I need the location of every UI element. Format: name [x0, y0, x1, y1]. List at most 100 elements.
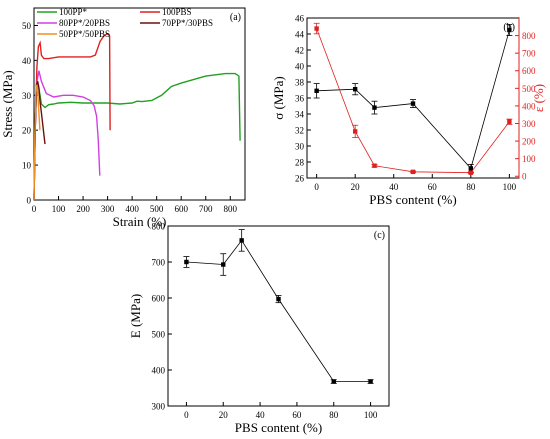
x-tick-label: 20	[351, 182, 361, 192]
plot-frame	[33, 7, 246, 201]
x-tick-label: 200	[76, 204, 90, 214]
y-axis-label: Stress (MPa)	[0, 70, 15, 138]
y2-tick-label: 800	[522, 31, 536, 41]
y-tick-label: 36	[295, 94, 305, 104]
legend-label: 100PP*	[59, 7, 88, 17]
data-point	[372, 163, 377, 168]
y-tick-label: 0	[27, 196, 32, 206]
series-line	[33, 72, 241, 201]
y-tick-label: 32	[295, 126, 304, 136]
data-point	[352, 87, 358, 92]
data-point	[314, 88, 319, 93]
y-tick-label: 20	[22, 126, 32, 136]
data-point	[507, 119, 512, 124]
data-point	[468, 170, 474, 175]
y-tick-label: 300	[152, 402, 166, 412]
y2-tick-label: 300	[522, 119, 536, 129]
y2-tick-label: 200	[522, 137, 536, 147]
x-tick-label: 300	[101, 204, 115, 214]
y2-tick-label: 100	[522, 154, 536, 164]
x-axis-label: PBS content (%)	[235, 420, 322, 435]
x-tick-label: 0	[184, 410, 189, 420]
data-point	[372, 105, 377, 110]
y-tick-label: 40	[295, 62, 305, 72]
data-point	[331, 379, 336, 384]
y-tick-label: 500	[152, 330, 166, 340]
y-tick-label: 50	[22, 21, 32, 31]
data-point	[184, 259, 189, 265]
y-tick-label: 38	[295, 78, 305, 88]
y-tick-label: 600	[152, 294, 166, 304]
x-tick-label: 100	[52, 204, 66, 214]
plot-frame	[306, 17, 520, 179]
plot-frame	[167, 225, 390, 407]
x-tick-label: 20	[219, 410, 229, 420]
y-tick-label: 30	[22, 91, 32, 101]
legend-label: 70PP*/30PBS	[162, 18, 213, 28]
y-tick-label: 700	[152, 258, 166, 268]
y2-tick-label: 700	[522, 49, 536, 59]
panel-a-stress-strain-chart: 0 100 200 300 400 500 600 700 800 0 10 20 30 40 50 Stra…	[0, 7, 246, 229]
panel-label: (c)	[374, 230, 385, 241]
y2-tick-label: 0	[522, 172, 527, 182]
x-axis-label: Strain (%)	[113, 214, 167, 229]
panel-c-modulus-chart: 0 20 40 60 80 100 300 400 500 600 700 800 PBS conten…	[128, 222, 390, 435]
y-tick-label: 26	[295, 174, 305, 184]
y-tick-label: 800	[152, 222, 166, 232]
data-point	[410, 169, 416, 175]
y-tick-label: 30	[295, 142, 305, 152]
legend: 100PP* 100PBS 80PP*/20PBS 70PP*/30PBS 50PP*/…	[37, 7, 213, 39]
y2-tick-label: 500	[522, 84, 536, 94]
y2-tick-label: 600	[522, 66, 536, 76]
x-tick-label: 700	[199, 204, 213, 214]
data-point	[221, 262, 226, 267]
x-tick-label: 800	[224, 204, 238, 214]
y-tick-label: 34	[295, 110, 305, 120]
x-tick-label: 40	[256, 410, 266, 420]
legend-label: 100PBS	[162, 7, 192, 17]
x-tick-label: 60	[292, 410, 302, 420]
series-line	[33, 70, 101, 201]
panel-b-sigma-epsilon-chart: 0 20 40 60 80 100 26 28 30 32 34 36 38 40 42 44 46 PBS co…	[271, 14, 546, 208]
legend-label: 50PP*/50PBS	[59, 29, 110, 39]
data-point	[410, 101, 416, 106]
y-tick-label: 10	[22, 161, 32, 171]
x-tick-label: 600	[174, 204, 188, 214]
x-tick-label: 400	[125, 204, 139, 214]
series-line	[33, 33, 111, 201]
series-line	[316, 29, 510, 170]
data-point	[352, 129, 358, 134]
y-tick-label: 400	[152, 366, 166, 376]
x-tick-label: 0	[314, 182, 319, 192]
y2-axis-label: ε (%)	[531, 84, 546, 112]
x-tick-label: 80	[466, 182, 476, 192]
y-tick-label: 44	[295, 30, 305, 40]
y-tick-label: 46	[295, 14, 305, 24]
x-tick-label: 40	[389, 182, 399, 192]
series-line	[186, 239, 371, 382]
x-axis-label: PBS content (%)	[369, 192, 456, 207]
data-point	[507, 27, 512, 33]
x-tick-label: 100	[364, 410, 378, 420]
y-axis-label: σ (MPa)	[271, 76, 286, 119]
data-point	[314, 26, 319, 31]
x-tick-label: 0	[32, 204, 37, 214]
panel-label: (a)	[230, 12, 241, 23]
data-point	[239, 238, 244, 243]
y-tick-label: 42	[295, 46, 304, 56]
x-tick-label: 80	[329, 410, 339, 420]
y-tick-label: 40	[22, 56, 32, 66]
x-tick-label: 100	[503, 182, 517, 192]
data-point	[276, 296, 281, 302]
y-axis-label: E (MPa)	[128, 294, 143, 338]
series-line	[33, 84, 41, 201]
data-point	[468, 166, 474, 171]
legend-label: 80PP*/20PBS	[59, 18, 110, 28]
y-tick-label: 28	[295, 158, 305, 168]
x-tick-label: 500	[150, 204, 164, 214]
x-tick-label: 60	[428, 182, 438, 192]
y2-tick-label: 400	[522, 101, 536, 111]
data-point	[368, 379, 373, 384]
series-line	[316, 28, 510, 174]
